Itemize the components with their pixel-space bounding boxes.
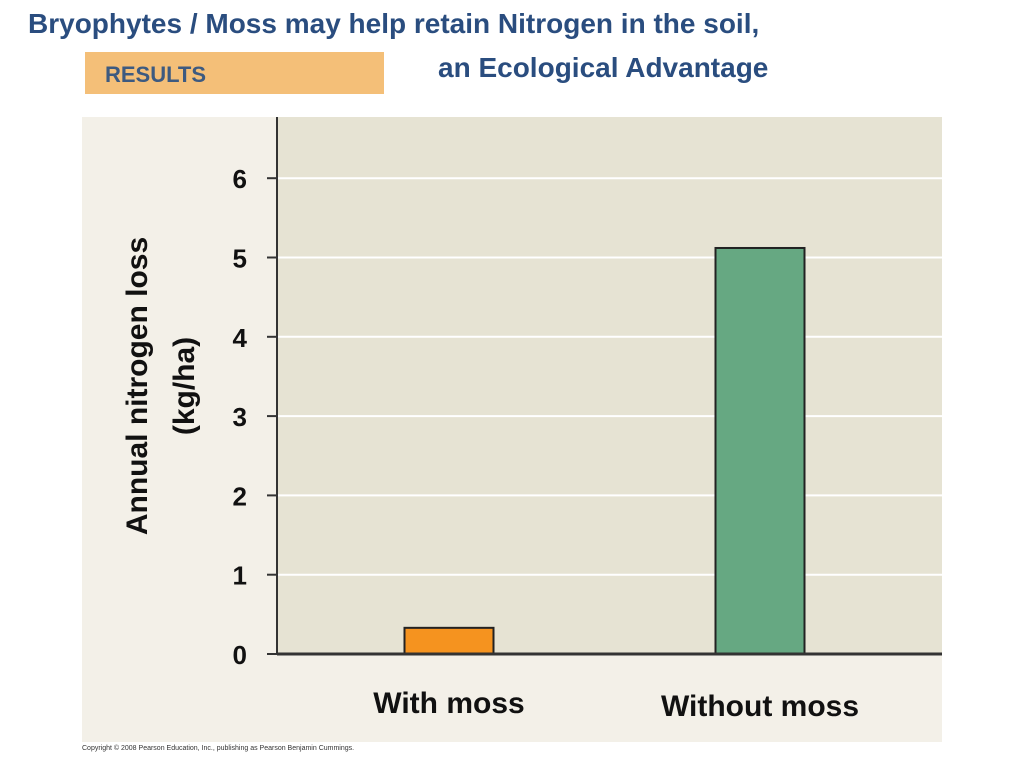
plot-area-background (277, 117, 942, 654)
y-tick-label-6: 6 (233, 164, 247, 194)
y-tick-label-2: 2 (233, 481, 247, 511)
copyright-text: Copyright © 2008 Pearson Education, Inc.… (82, 745, 355, 752)
bar-with-moss (403, 626, 495, 655)
y-tick-label-3: 3 (233, 402, 247, 432)
y-tick-label-0: 0 (233, 640, 247, 670)
results-badge: RESULTS (85, 52, 384, 94)
y-tick-label-4: 4 (233, 323, 248, 353)
x-category-label-with-moss: With moss (373, 687, 524, 720)
y-axis-title-line-1: Annual nitrogen loss (121, 237, 154, 535)
y-tick-label-1: 1 (233, 561, 247, 591)
y-axis-title-line-2: (kg/ha) (168, 337, 201, 435)
bar-without-moss (714, 246, 806, 655)
title-line-2: an Ecological Advantage (438, 52, 769, 83)
results-badge-label: RESULTS (105, 62, 207, 87)
title-line-1: Bryophytes / Moss may help retain Nitrog… (28, 8, 760, 39)
x-category-label-without-moss: Without moss (661, 690, 859, 723)
y-tick-label-5: 5 (233, 244, 247, 274)
